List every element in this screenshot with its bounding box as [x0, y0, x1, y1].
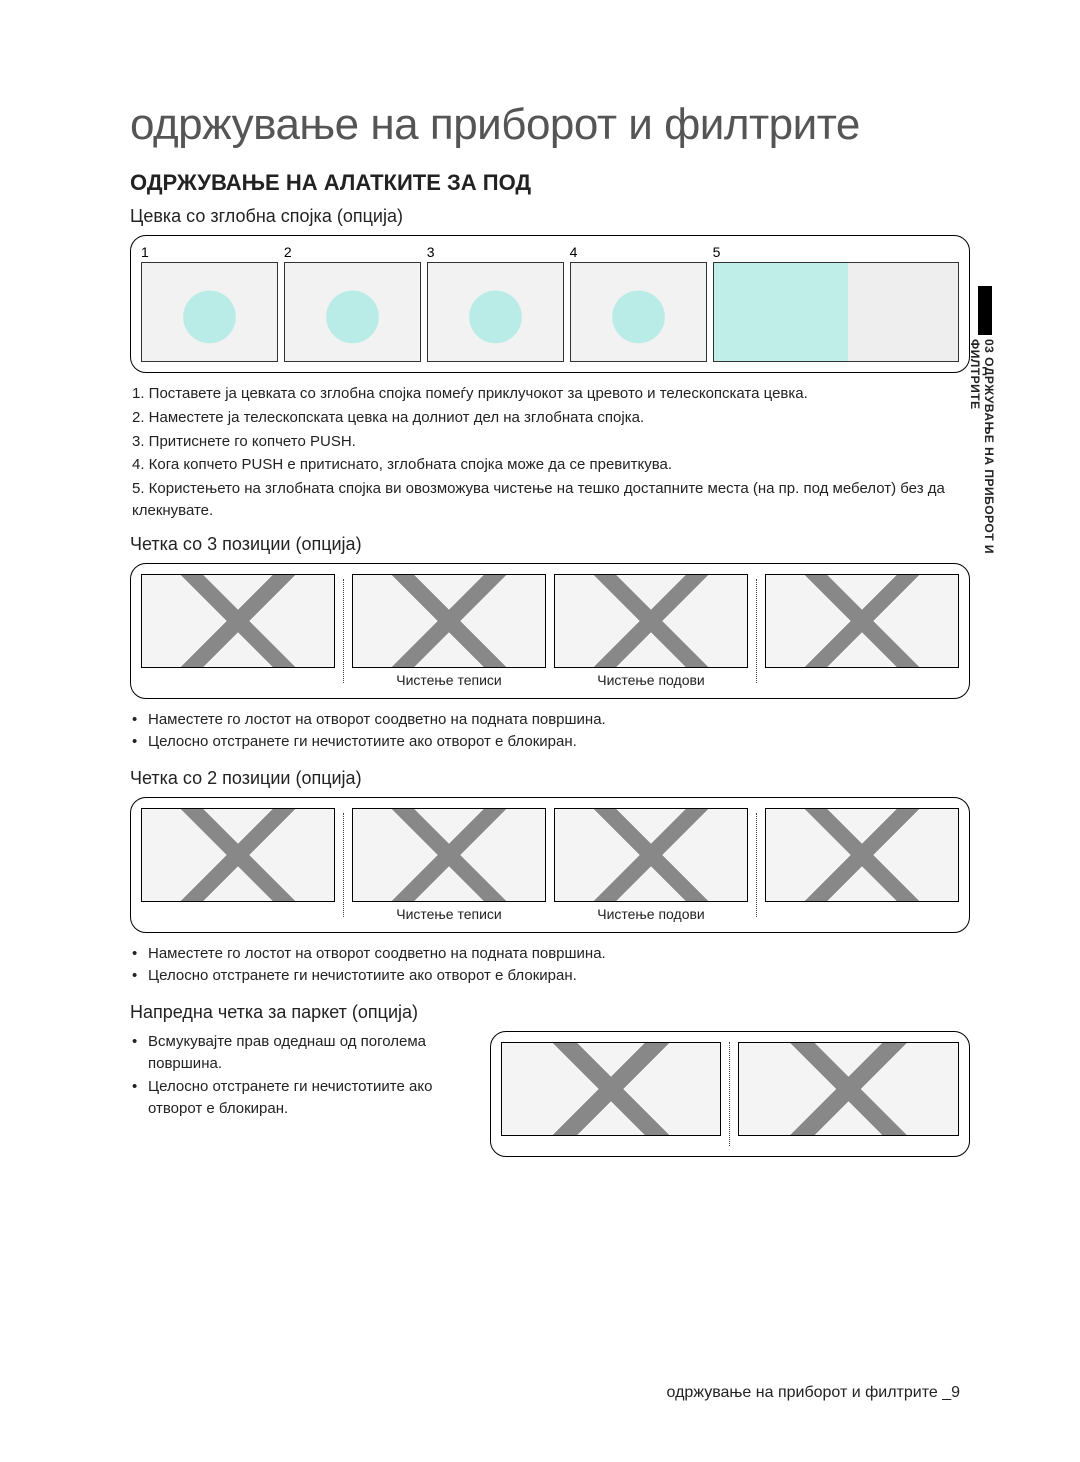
brush3-bullets: Наместете го лостот на отворот соодветно… [132, 709, 970, 754]
parquet-bullets: Всмукувајте прав одеднаш од поголема пов… [132, 1031, 472, 1121]
divider [343, 579, 344, 683]
illustration-placeholder [352, 808, 546, 902]
parquet-cell-1 [501, 1042, 722, 1136]
illustration-placeholder [427, 262, 564, 362]
illustration-placeholder [501, 1042, 722, 1136]
brush3-cell-4 [765, 574, 959, 668]
illustration-placeholder [141, 808, 335, 902]
instruction-line: 5. Користењето на зглобната спојка ви ов… [132, 478, 970, 522]
instruction-line: 3. Притиснете го копчето PUSH. [132, 431, 970, 453]
step-number: 2 [284, 244, 421, 260]
instruction-line: 1. Поставете ја цевката со зглобна спојк… [132, 383, 970, 405]
parquet-illustration [490, 1031, 970, 1157]
brush3-cell-3: Чистење подови [554, 574, 748, 688]
bullet-item: Целосно отстранете ги нечистотиите ако о… [132, 1076, 472, 1121]
page-footer: одржување на приборот и филтрите _9 [667, 1384, 960, 1402]
joint-step-4: 4 [570, 244, 707, 362]
illustration-placeholder [765, 808, 959, 902]
brush3-title: Четка со 3 позиции (опција) [130, 534, 970, 555]
bullet-item: Наместете го лостот на отворот соодветно… [132, 943, 970, 966]
illustration-placeholder [713, 262, 959, 362]
bullet-item: Наместете го лостот на отворот соодветно… [132, 709, 970, 732]
caption-carpet: Чистење теписи [396, 672, 502, 688]
caption-floor: Чистење подови [597, 906, 705, 922]
page-content: одржување на приборот и филтрите ОДРЖУВА… [0, 0, 1080, 1227]
illustration-placeholder [284, 262, 421, 362]
joint-pipe-illustration: 1 2 3 4 5 [130, 235, 970, 373]
illustration-placeholder [554, 574, 748, 668]
brush2-cell-4 [765, 808, 959, 902]
divider [756, 813, 757, 917]
caption-floor: Чистење подови [597, 672, 705, 688]
section-title: ОДРЖУВАЊЕ НА АЛАТКИТЕ ЗА ПОД [130, 170, 970, 196]
bullet-item: Всмукувајте прав одеднаш од поголема пов… [132, 1031, 472, 1076]
brush3-cell-1 [141, 574, 335, 668]
joint-pipe-title: Цевка со зглобна спојка (опција) [130, 206, 970, 227]
illustration-placeholder [141, 262, 278, 362]
bullet-item: Целосно отстранете ги нечистотиите ако о… [132, 965, 970, 988]
divider [756, 579, 757, 683]
step-number: 5 [713, 244, 959, 260]
brush2-bullets: Наместете го лостот на отворот соодветно… [132, 943, 970, 988]
parquet-row: Всмукувајте прав одеднаш од поголема пов… [130, 1031, 970, 1167]
step-number: 4 [570, 244, 707, 260]
illustration-placeholder [765, 574, 959, 668]
brush2-illustration: Чистење теписи Чистење подови [130, 797, 970, 933]
step-number: 3 [427, 244, 564, 260]
joint-step-1: 1 [141, 244, 278, 362]
bullet-item: Целосно отстранете ги нечистотиите ако о… [132, 731, 970, 754]
parquet-title: Напредна четка за паркет (опција) [130, 1002, 970, 1023]
parquet-cell-2 [738, 1042, 959, 1136]
page-title: одржување на приборот и филтрите [130, 100, 970, 150]
joint-step-2: 2 [284, 244, 421, 362]
brush2-title: Четка со 2 позиции (опција) [130, 768, 970, 789]
joint-step-5: 5 [713, 244, 959, 362]
illustration-placeholder [141, 574, 335, 668]
illustration-placeholder [554, 808, 748, 902]
illustration-placeholder [570, 262, 707, 362]
brush2-cell-3: Чистење подови [554, 808, 748, 922]
joint-pipe-instructions: 1. Поставете ја цевката со зглобна спојк… [132, 383, 970, 522]
instruction-line: 4. Кога копчето PUSH е притиснато, зглоб… [132, 454, 970, 476]
step-number: 1 [141, 244, 278, 260]
brush2-cell-2: Чистење теписи [352, 808, 546, 922]
brush2-cell-1 [141, 808, 335, 902]
illustration-placeholder [738, 1042, 959, 1136]
caption-carpet: Чистење теписи [396, 906, 502, 922]
joint-step-3: 3 [427, 244, 564, 362]
brush3-illustration: Чистење теписи Чистење подови [130, 563, 970, 699]
divider [343, 813, 344, 917]
brush3-cell-2: Чистење теписи [352, 574, 546, 688]
instruction-line: 2. Наместете ја телескопската цевка на д… [132, 407, 970, 429]
illustration-placeholder [352, 574, 546, 668]
divider [729, 1042, 730, 1146]
